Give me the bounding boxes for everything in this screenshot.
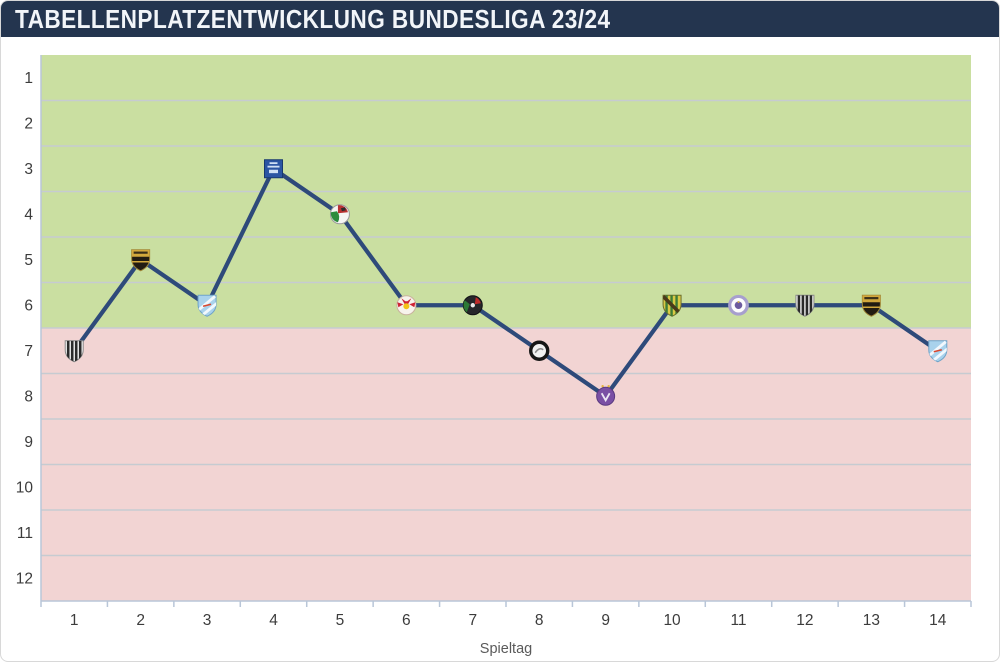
club-logo-matchday-6 — [396, 295, 417, 316]
club-logo-matchday-13 — [861, 294, 881, 317]
page-title: TABELLENPLATZENTWICKLUNG BUNDESLIGA 23/2… — [15, 4, 611, 34]
svg-text:13: 13 — [863, 612, 880, 629]
club-logo-matchday-1 — [64, 340, 84, 363]
data-point-markers — [64, 159, 948, 406]
svg-text:11: 11 — [17, 525, 33, 542]
chart-area: 1 2 3 4 5 6 7 8 9 10 11 12 1 2 3 4 5 6 7 8 9 10 11 12 13 14 Spielt… — [1, 37, 999, 661]
axes — [40, 55, 972, 607]
svg-text:5: 5 — [336, 612, 345, 629]
club-logo-matchday-5 — [329, 204, 350, 225]
x-axis-title: Spieltag — [480, 641, 532, 657]
svg-text:1: 1 — [24, 70, 33, 87]
svg-text:8: 8 — [24, 388, 33, 405]
svg-text:4: 4 — [24, 206, 33, 223]
club-logo-matchday-7 — [462, 295, 483, 316]
svg-text:5: 5 — [24, 252, 33, 269]
club-logo-matchday-8 — [529, 340, 550, 361]
svg-text:6: 6 — [24, 297, 33, 314]
club-logo-matchday-2 — [131, 249, 151, 272]
svg-text:9: 9 — [24, 434, 33, 451]
club-logo-matchday-4 — [264, 159, 283, 179]
svg-text:1: 1 — [70, 612, 79, 629]
svg-text:2: 2 — [136, 612, 145, 629]
svg-text:9: 9 — [601, 612, 610, 629]
svg-text:6: 6 — [402, 612, 411, 629]
position-line — [72, 166, 940, 399]
svg-text:3: 3 — [203, 612, 212, 629]
svg-text:8: 8 — [535, 612, 544, 629]
club-logo-matchday-14 — [928, 340, 948, 363]
svg-text:12: 12 — [796, 612, 813, 629]
club-logo-matchday-10 — [662, 294, 682, 317]
title-bar: TABELLENPLATZENTWICKLUNG BUNDESLIGA 23/2… — [1, 1, 999, 37]
club-logo-matchday-12 — [795, 294, 815, 317]
svg-text:14: 14 — [929, 612, 947, 629]
grid-lines — [41, 99, 971, 557]
svg-text:10: 10 — [663, 612, 681, 629]
svg-text:3: 3 — [24, 161, 33, 178]
club-logo-matchday-3 — [197, 294, 217, 317]
svg-text:11: 11 — [730, 612, 746, 629]
svg-text:2: 2 — [24, 115, 33, 132]
svg-text:12: 12 — [16, 570, 33, 587]
svg-text:7: 7 — [468, 612, 477, 629]
x-axis-labels: 1 2 3 4 5 6 7 8 9 10 11 12 13 14 — [70, 612, 947, 629]
svg-text:4: 4 — [269, 612, 278, 629]
club-logo-matchday-11 — [728, 294, 749, 316]
svg-text:7: 7 — [24, 343, 33, 360]
svg-text:10: 10 — [16, 479, 34, 496]
club-logo-matchday-9 — [596, 385, 616, 406]
